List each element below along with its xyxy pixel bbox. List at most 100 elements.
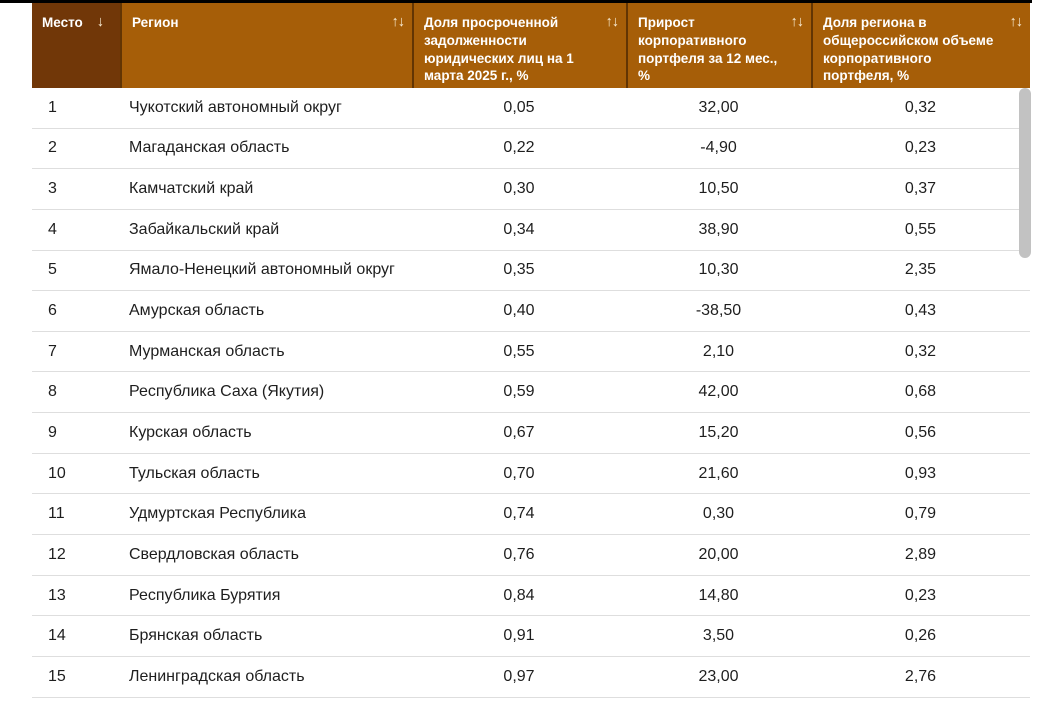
row-region: Удмуртская Республика <box>129 505 306 523</box>
table-row: 12 Свердловская область 0,76 20,00 2,89 <box>32 535 1030 576</box>
row-portfolio-growth: 14,80 <box>698 586 739 604</box>
row-portfolio-growth: 15,20 <box>698 423 739 441</box>
sort-descending-icon[interactable]: ↓ <box>96 14 105 30</box>
row-region: Мурманская область <box>129 342 285 360</box>
row-overdue-share: 0,34 <box>503 220 535 238</box>
vertical-scrollbar-thumb[interactable] <box>1019 88 1031 258</box>
row-place: 15 <box>48 667 66 685</box>
table-row: 9 Курская область 0,67 15,20 0,56 <box>32 413 1030 454</box>
row-region: Амурская область <box>129 302 265 320</box>
row-overdue-share: 0,55 <box>503 342 535 360</box>
column-label-portfolio-growth: Прирост корпоративного портфеля за 12 ме… <box>638 15 778 84</box>
row-place: 11 <box>48 505 65 523</box>
row-place: 5 <box>48 261 57 279</box>
row-place: 6 <box>48 302 57 320</box>
table-row: 4 Забайкальский край 0,34 38,90 0,55 <box>32 209 1030 251</box>
row-overdue-share: 0,22 <box>503 139 535 157</box>
row-place: 10 <box>48 464 66 482</box>
table-header-row: Место ↓ Регион ↑↓ Доля просроченной задо… <box>32 3 1030 88</box>
row-russia-share: 0,23 <box>904 586 937 604</box>
row-russia-share: 0,32 <box>904 342 937 360</box>
column-label-region: Регион <box>132 15 179 30</box>
sort-toggle-icon[interactable]: ↑↓ <box>1009 14 1023 30</box>
row-russia-share: 0,23 <box>904 139 937 157</box>
row-overdue-share: 0,91 <box>503 627 535 645</box>
row-overdue-share: 0,74 <box>503 505 535 523</box>
row-portfolio-growth: 20,00 <box>698 545 739 563</box>
table-row: 2 Магаданская область 0,22 -4,90 0,23 <box>32 128 1030 170</box>
table-row: 15 Ленинградская область 0,97 23,00 2,76 <box>32 656 1030 698</box>
row-portfolio-growth: -38,50 <box>695 302 742 320</box>
row-region: Чукотский автономный округ <box>129 98 342 116</box>
column-header-overdue-share[interactable]: Доля просроченной задолженности юридичес… <box>412 3 626 88</box>
row-place: 14 <box>48 627 66 645</box>
top-border-bar <box>0 0 1032 3</box>
table-row: 6 Амурская область 0,40 -38,50 0,43 <box>32 291 1030 332</box>
row-region: Ямало-Ненецкий автономный округ <box>129 261 395 279</box>
row-place: 13 <box>48 586 66 604</box>
column-header-russia-share[interactable]: Доля региона в общероссийском объеме кор… <box>811 3 1030 88</box>
table-row: 3 Камчатский край 0,30 10,50 0,37 <box>32 169 1030 210</box>
row-overdue-share: 0,40 <box>503 302 535 320</box>
table-row: 1 Чукотский автономный округ 0,05 32,00 … <box>32 88 1030 129</box>
row-russia-share: 2,76 <box>904 667 937 685</box>
row-overdue-share: 0,70 <box>503 464 535 482</box>
column-header-place[interactable]: Место ↓ <box>32 3 120 88</box>
row-russia-share: 0,79 <box>904 505 937 523</box>
row-russia-share: 0,32 <box>904 98 937 116</box>
row-region: Магаданская область <box>129 139 290 157</box>
row-portfolio-growth: 3,50 <box>702 627 735 645</box>
column-header-portfolio-growth[interactable]: Прирост корпоративного портфеля за 12 ме… <box>626 3 811 88</box>
row-region: Ленинградская область <box>129 667 305 685</box>
row-portfolio-growth: 10,50 <box>698 180 739 198</box>
row-russia-share: 2,35 <box>904 261 937 279</box>
row-portfolio-growth: 2,10 <box>702 342 735 360</box>
table-row: 13 Республика Бурятия 0,84 14,80 0,23 <box>32 575 1030 617</box>
row-region: Брянская область <box>129 627 263 645</box>
regions-ranking-table: Место ↓ Регион ↑↓ Доля просроченной задо… <box>32 3 1030 698</box>
row-region: Республика Саха (Якутия) <box>129 383 325 401</box>
sort-toggle-icon[interactable]: ↑↓ <box>391 14 405 30</box>
row-portfolio-growth: -4,90 <box>700 139 737 157</box>
row-region: Камчатский край <box>129 180 254 198</box>
sort-toggle-icon[interactable]: ↑↓ <box>605 14 619 30</box>
row-russia-share: 0,56 <box>904 423 937 441</box>
row-place: 8 <box>48 383 57 401</box>
row-russia-share: 0,55 <box>904 220 937 238</box>
row-place: 3 <box>48 180 57 198</box>
column-label-russia-share: Доля региона в общероссийском объеме кор… <box>823 15 994 84</box>
table-row: 10 Тульская область 0,70 21,60 0,93 <box>32 453 1030 495</box>
row-region: Курская область <box>129 423 252 441</box>
table-row: 5 Ямало-Ненецкий автономный округ 0,35 1… <box>32 250 1030 292</box>
row-place: 1 <box>48 98 57 116</box>
row-place: 9 <box>48 423 57 441</box>
row-region: Свердловская область <box>129 545 299 563</box>
row-russia-share: 0,43 <box>904 302 937 320</box>
row-place: 7 <box>48 342 57 360</box>
table-row: 7 Мурманская область 0,55 2,10 0,32 <box>32 331 1030 373</box>
row-portfolio-growth: 42,00 <box>698 383 739 401</box>
row-overdue-share: 0,35 <box>503 261 535 279</box>
row-region: Республика Бурятия <box>129 586 281 604</box>
table-row: 11 Удмуртская Республика 0,74 0,30 0,79 <box>32 494 1030 536</box>
table-row: 8 Республика Саха (Якутия) 0,59 42,00 0,… <box>32 372 1030 414</box>
row-overdue-share: 0,84 <box>503 586 535 604</box>
row-overdue-share: 0,67 <box>503 423 535 441</box>
column-label-place: Место <box>42 15 83 30</box>
row-portfolio-growth: 21,60 <box>698 464 739 482</box>
row-russia-share: 2,89 <box>904 545 937 563</box>
column-header-region[interactable]: Регион ↑↓ <box>120 3 412 88</box>
row-place: 4 <box>48 220 57 238</box>
sort-toggle-icon[interactable]: ↑↓ <box>790 14 804 30</box>
row-portfolio-growth: 0,30 <box>702 505 735 523</box>
row-overdue-share: 0,76 <box>503 545 535 563</box>
row-russia-share: 0,93 <box>904 464 937 482</box>
row-region: Забайкальский край <box>129 220 280 238</box>
row-portfolio-growth: 32,00 <box>698 98 739 116</box>
row-russia-share: 0,68 <box>904 383 937 401</box>
row-region: Тульская область <box>129 464 260 482</box>
table-row: 14 Брянская область 0,91 3,50 0,26 <box>32 616 1030 657</box>
row-portfolio-growth: 23,00 <box>698 667 739 685</box>
table-body: 1 Чукотский автономный округ 0,05 32,00 … <box>32 88 1030 698</box>
